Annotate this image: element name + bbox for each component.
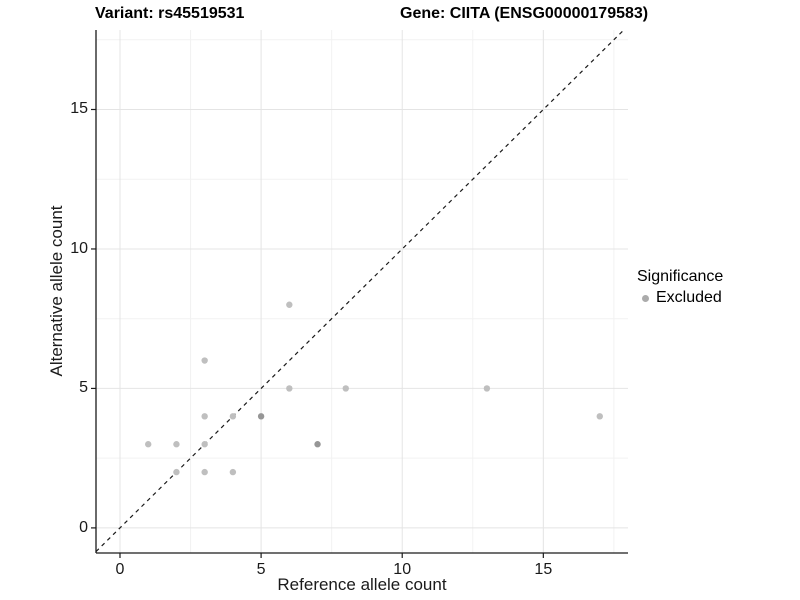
x-tick-label: 5 bbox=[256, 561, 266, 578]
y-tick-label: 0 bbox=[79, 518, 88, 536]
legend-item-label: Excluded bbox=[656, 289, 722, 306]
plot-title-gene: Gene: CIITA (ENSG00000179583) bbox=[400, 5, 649, 22]
legend-item-excluded: Excluded bbox=[637, 289, 723, 307]
point-marker-icon bbox=[642, 294, 649, 302]
y-tick-label: 10 bbox=[70, 239, 88, 257]
legend: Significance Excluded bbox=[637, 268, 723, 307]
y-tick-label: 5 bbox=[79, 379, 88, 397]
plot-title-variant: Variant: rs45519531 bbox=[95, 5, 245, 22]
y-tick-label: 15 bbox=[70, 100, 88, 118]
x-tick-label: 10 bbox=[393, 561, 412, 578]
x-axis-title: Reference allele count bbox=[277, 575, 447, 594]
x-tick-label: 0 bbox=[115, 561, 125, 578]
x-tick-label: 15 bbox=[534, 561, 553, 578]
y-axis-title: Alternative allele count bbox=[47, 205, 66, 377]
legend-title: Significance bbox=[637, 268, 724, 285]
